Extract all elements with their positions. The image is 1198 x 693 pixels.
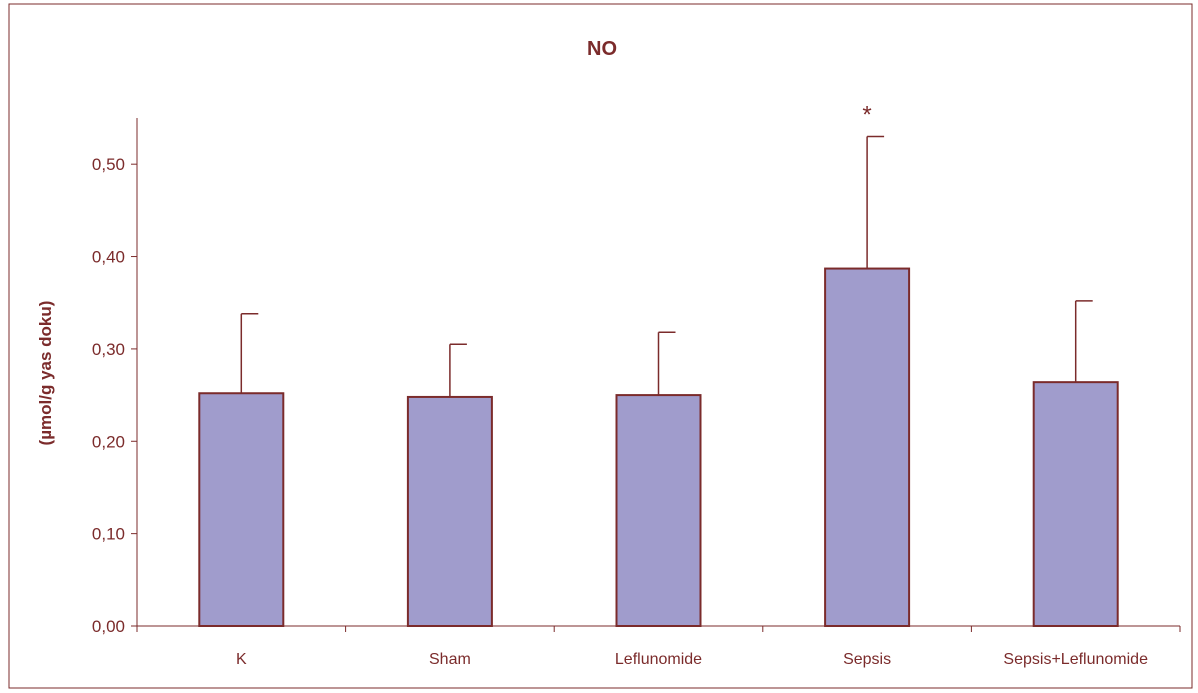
x-category-labels: K Sham Leflunomide Sepsis Sepsis+Leflunomide bbox=[236, 651, 1148, 668]
y-tick-label: 0,30 bbox=[92, 340, 125, 359]
error-bars bbox=[240, 135, 1093, 397]
bar bbox=[615, 394, 702, 627]
bar bbox=[824, 267, 911, 627]
x-category-label: Leflunomide bbox=[615, 651, 702, 668]
y-tick-labels: 0,00 0,10 0,20 0,30 0,40 0,50 bbox=[92, 155, 125, 636]
chart-frame bbox=[8, 3, 1193, 689]
x-category-label: Sepsis bbox=[843, 651, 891, 668]
y-tick-label: 0,50 bbox=[92, 155, 125, 174]
y-axis-label: (µmol/g yas doku) bbox=[36, 301, 55, 446]
x-category-label: Sepsis+Leflunomide bbox=[1003, 651, 1148, 668]
y-tick-label: 0,00 bbox=[92, 617, 125, 636]
x-category-label: K bbox=[236, 651, 247, 668]
y-tick-label: 0,20 bbox=[92, 432, 125, 451]
bar bbox=[198, 392, 285, 627]
x-category-label: Sham bbox=[429, 651, 471, 668]
bar bbox=[406, 395, 493, 627]
bar bbox=[1032, 381, 1119, 627]
chart-title: NO bbox=[587, 38, 617, 60]
annotations: * bbox=[862, 101, 871, 128]
y-tick-label: 0,10 bbox=[92, 525, 125, 544]
y-tick-label: 0,40 bbox=[92, 248, 125, 267]
significance-marker: * bbox=[862, 101, 871, 128]
bars bbox=[198, 267, 1119, 627]
